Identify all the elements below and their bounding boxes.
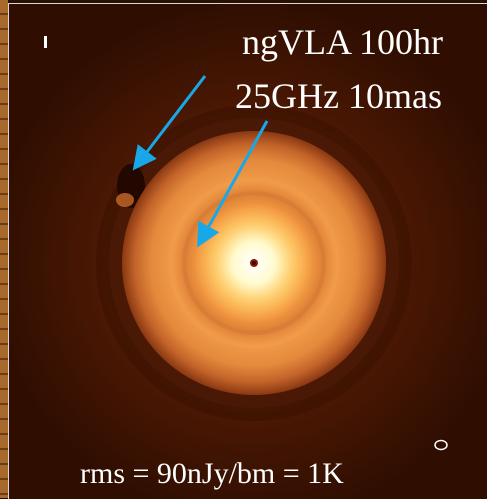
disk-image xyxy=(9,4,487,499)
left-edge-strip xyxy=(0,0,8,498)
rms-label: rms = 90nJy/bm = 1K xyxy=(80,457,344,490)
arrow-to-companion xyxy=(132,75,207,171)
image-panel: ngVLA 100hr 25GHz 10mas rms = 90nJy/bm =… xyxy=(8,3,487,499)
title-line-1: ngVLA 100hr xyxy=(242,22,443,62)
companion-bright-clump xyxy=(116,193,134,207)
scale-bar-icon xyxy=(44,36,47,48)
arrow-to-gap xyxy=(197,120,269,248)
inner-gap-ring xyxy=(182,191,326,335)
title-line-2: 25GHz 10mas xyxy=(235,76,442,116)
inner-ring-edge xyxy=(168,177,340,349)
central-star-core xyxy=(252,261,256,265)
beam-ellipse-icon xyxy=(434,439,448,451)
